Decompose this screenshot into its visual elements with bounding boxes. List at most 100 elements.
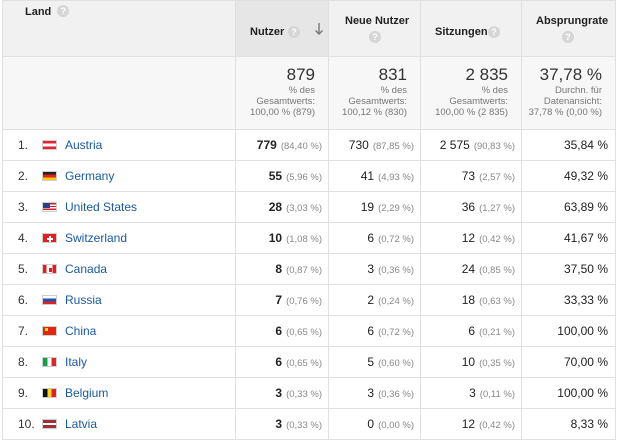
sitzungen-percent: (2,57 %) (479, 172, 515, 183)
absprungrate-value: 70,00 % (563, 355, 608, 369)
sitzungen-percent: (0,85 %) (479, 265, 515, 276)
sitzungen-percent: (1,27 %) (479, 203, 515, 214)
summary-caption: 100,00 % (879) (250, 107, 315, 118)
sitzungen-percent: (90,83 %) (473, 141, 515, 152)
sitzungen-percent: (0,42 %) (479, 420, 515, 431)
absprungrate-value: 100,00 % (557, 386, 608, 400)
help-icon[interactable]: ? (488, 26, 500, 38)
nutzer-cell: 3 (0,33 %) (235, 377, 329, 409)
sitzungen-cell: 73 (2,57 %) (420, 160, 522, 192)
neue-nutzer-cell: 0 (0,00 %) (328, 408, 421, 440)
sort-descending-arrow-icon[interactable] (314, 22, 324, 36)
country-link[interactable]: China (65, 324, 97, 338)
neue-nutzer-value: 730 (348, 138, 369, 152)
neue-nutzer-value: 6 (367, 231, 375, 245)
absprungrate-value: 49,32 % (563, 169, 608, 183)
neue-nutzer-percent: (0,72 %) (378, 234, 414, 245)
flag-icon (42, 263, 57, 274)
country-link[interactable]: Canada (65, 262, 108, 276)
flag-icon (42, 356, 57, 367)
sitzungen-value: 73 (461, 169, 476, 183)
row-index: 6. (18, 293, 29, 307)
header-nutzer-label: Nutzer (250, 26, 285, 38)
sitzungen-percent: (0,42 %) (479, 234, 515, 245)
nutzer-cell: 6 (0,65 %) (235, 346, 329, 378)
neue-nutzer-cell: 5 (0,60 %) (328, 346, 421, 378)
flag-icon (42, 170, 57, 181)
neue-nutzer-cell: 6 (0,72 %) (328, 315, 421, 347)
neue-nutzer-percent: (0,60 %) (378, 358, 414, 369)
sitzungen-percent: (0,63 %) (479, 296, 515, 307)
sitzungen-value: 12 (461, 231, 476, 245)
nutzer-percent: (3,03 %) (286, 203, 322, 214)
country-link[interactable]: Latvia (65, 417, 98, 431)
neue-nutzer-cell: 41 (4,93 %) (328, 160, 421, 192)
help-icon[interactable]: ? (57, 5, 70, 18)
header-sitzungen[interactable]: Sitzungen ? (420, 0, 522, 57)
header-nutzer[interactable]: Nutzer ? (235, 0, 329, 57)
country-link[interactable]: United States (65, 200, 138, 214)
neue-nutzer-value: 6 (367, 324, 375, 338)
nutzer-value: 6 (275, 324, 283, 338)
country-cell: 10. Latvia (2, 408, 236, 440)
summary-absprungrate: 37,78 % Durchn. für Datenansicht: 37,78 … (521, 56, 616, 130)
summary-caption: 100,00 % (2 835) (435, 107, 508, 118)
sitzungen-percent: (0,21 %) (479, 327, 515, 338)
neue-nutzer-value: 2 (367, 293, 375, 307)
neue-nutzer-percent: (0,36 %) (378, 265, 414, 276)
absprungrate-cell: 41,67 % (521, 222, 616, 254)
table-row: 10. Latvia 3 (0,33 %) 0 (0,00 %) 12 (0,42 %)… (2, 408, 616, 440)
header-land[interactable]: Land ? (2, 0, 236, 57)
country-link[interactable]: Germany (65, 169, 115, 183)
country-link[interactable]: Austria (65, 138, 103, 152)
summary-caption: Datenansicht: (543, 96, 602, 107)
nutzer-percent: (0,33 %) (286, 389, 322, 400)
table-row: 3. United States 28 (3,03 %) 19 (2,29 %) 36… (2, 191, 616, 223)
nutzer-cell: 28 (3,03 %) (235, 191, 329, 223)
help-icon[interactable]: ? (288, 26, 300, 38)
sitzungen-value: 2 575 (439, 138, 470, 152)
nutzer-value: 28 (268, 200, 283, 214)
summary-row: 879 % des Gesamtwerts: 100,00 % (879) 83… (2, 56, 616, 130)
country-cell: 8. Italy (2, 346, 236, 378)
sitzungen-value: 18 (461, 293, 476, 307)
sitzungen-cell: 18 (0,63 %) (420, 284, 522, 316)
sitzungen-cell: 12 (0,42 %) (420, 408, 522, 440)
nutzer-cell: 6 (0,65 %) (235, 315, 329, 347)
sitzungen-cell: 10 (0,35 %) (420, 346, 522, 378)
neue-nutzer-value: 19 (360, 200, 375, 214)
sitzungen-cell: 36 (1,27 %) (420, 191, 522, 223)
absprungrate-cell: 33,33 % (521, 284, 616, 316)
sitzungen-value: 3 (469, 386, 476, 400)
nutzer-value: 779 (256, 138, 277, 152)
neue-nutzer-cell: 3 (0,36 %) (328, 253, 421, 285)
nutzer-cell: 55 (5,96 %) (235, 160, 329, 192)
help-icon[interactable]: ? (562, 31, 574, 43)
summary-caption: % des (481, 85, 508, 96)
nutzer-cell: 779 (84,40 %) (235, 129, 329, 161)
nutzer-cell: 3 (0,33 %) (235, 408, 329, 440)
help-icon[interactable]: ? (369, 31, 381, 43)
nutzer-value: 10 (268, 231, 283, 245)
country-link[interactable]: Switzerland (65, 231, 128, 245)
nutzer-percent: (84,40 %) (280, 141, 322, 152)
country-link[interactable]: Italy (65, 355, 88, 369)
sitzungen-cell: 6 (0,21 %) (420, 315, 522, 347)
flag-icon (42, 387, 57, 398)
table-header-row: Land ? Nutzer ? Neue Nutzer ? (2, 0, 616, 57)
neue-nutzer-percent: (0,36 %) (378, 389, 414, 400)
table-row: 6. Russia 7 (0,76 %) 2 (0,24 %) 18 (0,63 %) … (2, 284, 616, 316)
header-neue-nutzer[interactable]: Neue Nutzer ? (328, 0, 421, 57)
sitzungen-value: 24 (461, 262, 476, 276)
country-link[interactable]: Belgium (65, 386, 109, 400)
summary-caption: Gesamtwerts: (348, 96, 407, 107)
nutzer-value: 7 (275, 293, 283, 307)
country-cell: 2. Germany (2, 160, 236, 192)
country-link[interactable]: Russia (65, 293, 102, 307)
nutzer-percent: (0,76 %) (286, 296, 322, 307)
row-index: 3. (18, 200, 29, 214)
table-row: 8. Italy 6 (0,65 %) 5 (0,60 %) 10 (0,35 %) 7… (2, 346, 616, 378)
sitzungen-cell: 2 575 (90,83 %) (420, 129, 522, 161)
header-absprungrate[interactable]: Absprungrate ? (521, 0, 616, 57)
header-neue-nutzer-label: Neue Nutzer (345, 15, 410, 27)
